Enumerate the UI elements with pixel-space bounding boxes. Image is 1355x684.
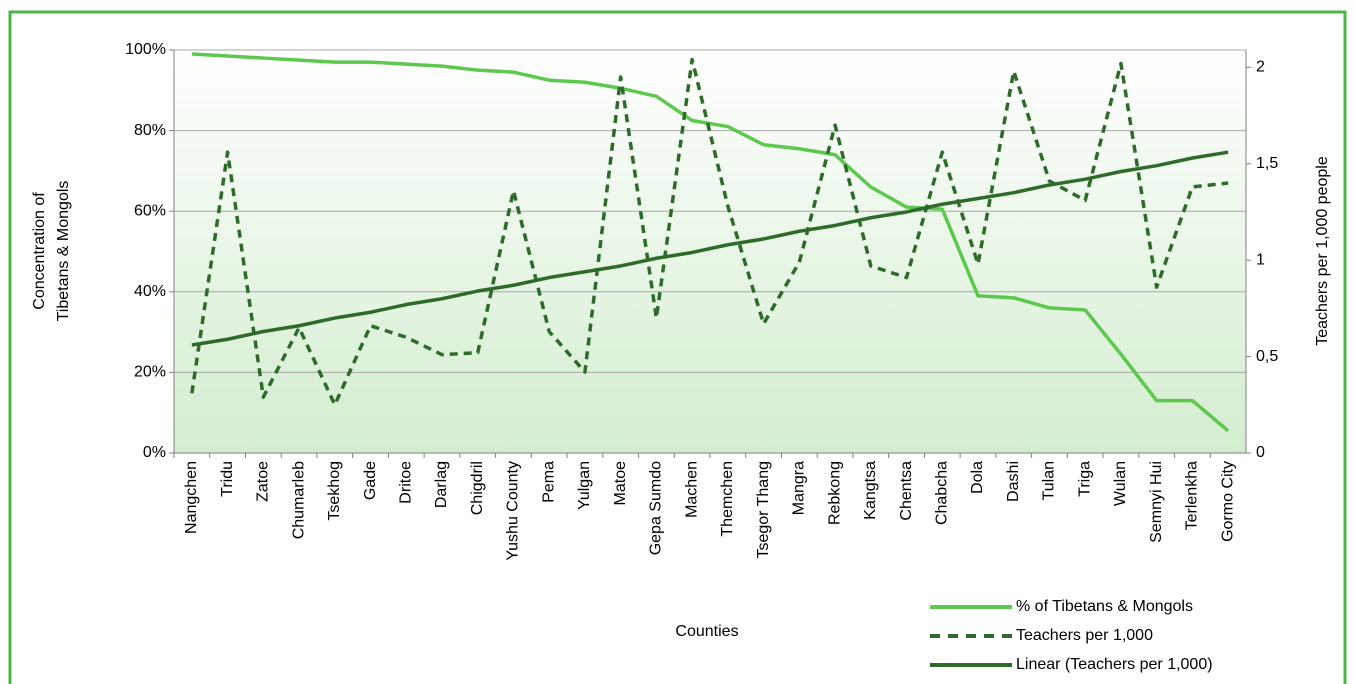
x-tick-label: Gormo City — [1219, 461, 1236, 542]
y-axis-title: Concentration of — [31, 192, 48, 310]
x-tick-label: Dashi — [1005, 461, 1022, 502]
series-line — [191, 150, 1229, 347]
legend-label: Linear (Teachers per 1,000) — [1016, 656, 1213, 673]
x-tick-label: Darlag — [433, 461, 450, 508]
x-tick-label: Tulan — [1041, 461, 1058, 500]
y2-axis-title: Teachers per 1,000 people — [1314, 156, 1331, 346]
y2-tick-label: 2 — [1256, 59, 1265, 76]
x-tick-label: Machen — [683, 461, 700, 518]
y-tick-label: 20% — [134, 364, 166, 381]
x-tick-label: Gade — [362, 461, 379, 500]
x-tick-label: Wulan — [1112, 461, 1129, 506]
legend-label: % of Tibetans & Mongols — [1016, 598, 1193, 615]
x-tick-label: Semnyi Hui — [1148, 461, 1165, 543]
x-tick-label: Zatoe — [255, 461, 272, 502]
y-tick-label: 40% — [134, 283, 166, 300]
y-tick-label: 60% — [134, 202, 166, 219]
x-tick-label: Mangra — [791, 461, 808, 515]
x-tick-label: Matoe — [612, 461, 629, 506]
x-tick-label: Chigdril — [469, 461, 486, 515]
x-tick-label: Pema — [540, 461, 557, 503]
x-tick-label: Chentsa — [898, 461, 915, 521]
x-tick-label: Gepa Sumdo — [648, 461, 665, 555]
y-axis-title: Tibetans & Mongols — [55, 181, 72, 322]
legend-label: Teachers per 1,000 — [1016, 627, 1153, 644]
x-tick-label: Yulgan — [576, 461, 593, 510]
y-tick-label: 0% — [143, 444, 166, 461]
series-line — [191, 52, 1230, 433]
x-tick-label: Dola — [969, 461, 986, 494]
plot-area — [174, 50, 1246, 453]
x-tick-label: Triga — [1076, 461, 1093, 497]
y2-tick-label: 0,5 — [1256, 348, 1278, 365]
x-tick-label: Chabcha — [933, 461, 950, 525]
x-axis-title: Counties — [675, 623, 738, 640]
x-tick-label: Dritoe — [397, 461, 414, 504]
x-tick-label: Yushu County — [505, 461, 522, 561]
x-tick-label: Nangchen — [183, 461, 200, 534]
y2-tick-label: 0 — [1256, 444, 1265, 461]
x-tick-label: Chumarleb — [290, 461, 307, 539]
y-tick-label: 80% — [134, 122, 166, 139]
y2-tick-label: 1 — [1256, 251, 1265, 268]
y-tick-label: 100% — [125, 41, 166, 58]
frame — [8, 10, 1347, 684]
x-tick-label: Terlenkha — [1184, 461, 1201, 530]
x-tick-label: Tsekhog — [326, 461, 343, 521]
x-tick-label: Tridu — [219, 461, 236, 497]
x-tick-label: Kangtsa — [862, 461, 879, 520]
x-tick-label: Tsegor Thang — [755, 461, 772, 559]
x-tick-label: Themchen — [719, 461, 736, 537]
x-tick-label: Rebkong — [826, 461, 843, 525]
y2-tick-label: 1,5 — [1256, 155, 1278, 172]
